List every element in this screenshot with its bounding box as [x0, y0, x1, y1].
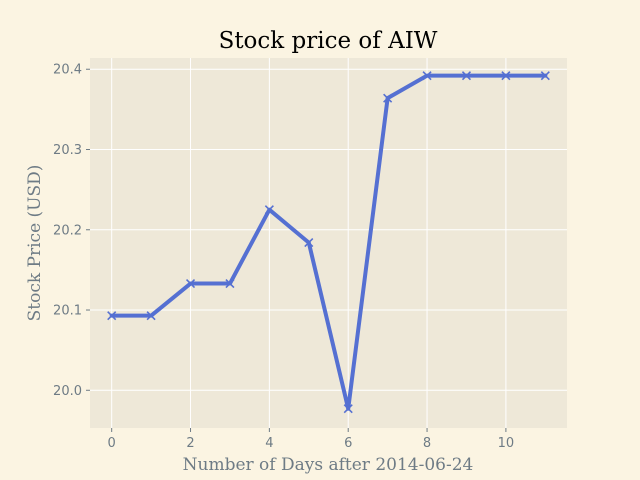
x-tick-label: 8: [423, 436, 431, 451]
data-point: [107, 311, 117, 321]
data-point: [304, 238, 314, 248]
chart-title: Stock price of AIW: [219, 28, 438, 54]
tick-labels: 0 2 4 6 8 10 20.0 20.1 20.2 20.3 20.4: [53, 63, 514, 451]
y-tick-label: 20.0: [53, 384, 82, 399]
y-tick-label: 20.1: [53, 304, 82, 319]
data-point-stroke: [383, 93, 393, 103]
data-point: [383, 93, 393, 103]
data-point: [540, 71, 550, 81]
data-point-stroke: [422, 71, 432, 81]
data-point: [146, 311, 156, 321]
y-tick-label: 20.3: [53, 143, 82, 158]
x-tick-label: 0: [108, 436, 116, 451]
plot-area: [90, 58, 567, 428]
data-point-stroke: [146, 311, 156, 321]
data-point: [343, 404, 353, 414]
y-tick-label: 20.4: [53, 63, 82, 78]
x-axis-label: Number of Days after 2014-06-24: [183, 455, 474, 475]
data-point-stroke: [225, 278, 235, 289]
data-point: [501, 71, 511, 81]
data-point: [185, 278, 196, 289]
x-tick-label: 10: [498, 436, 515, 451]
y-axis-label: Stock Price (USD): [25, 165, 45, 322]
data-point: [461, 71, 472, 81]
data-point-stroke: [461, 71, 472, 81]
y-tick-label: 20.2: [53, 223, 82, 238]
data-point: [225, 278, 235, 289]
data-point-stroke: [540, 71, 550, 81]
x-tick-label: 2: [186, 436, 194, 451]
data-point-stroke: [107, 311, 117, 321]
grid: [90, 58, 567, 428]
series-line: [109, 73, 548, 411]
x-tick-label: 6: [344, 436, 352, 451]
series-layer: [107, 71, 550, 414]
data-point-stroke: [501, 71, 511, 81]
data-point-stroke: [264, 205, 274, 215]
data-point: [264, 205, 274, 215]
x-tick-label: 4: [265, 436, 273, 451]
data-point-stroke: [343, 404, 353, 414]
data-point: [422, 71, 432, 81]
data-point-stroke: [185, 278, 196, 289]
data-point-stroke: [304, 238, 314, 248]
